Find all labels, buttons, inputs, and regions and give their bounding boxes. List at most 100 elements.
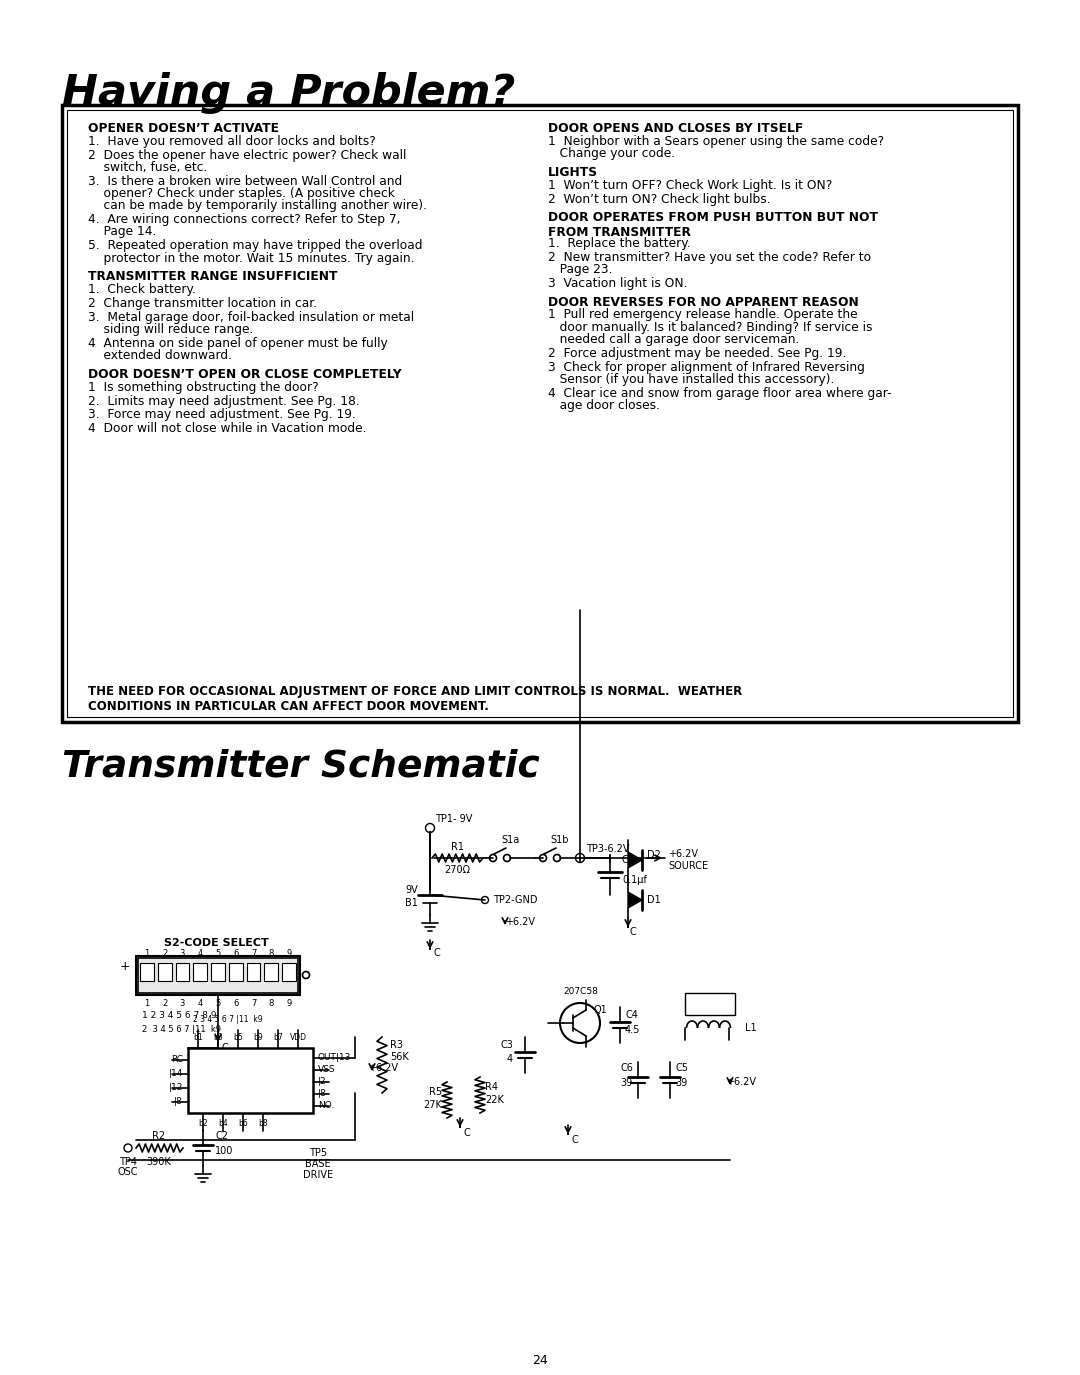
Text: C3: C3: [500, 1040, 513, 1050]
Text: b6: b6: [238, 1118, 248, 1128]
Text: 207C58: 207C58: [563, 986, 598, 996]
Text: TP5: TP5: [309, 1148, 327, 1158]
Text: R5: R5: [429, 1088, 442, 1097]
Text: 27K: 27K: [423, 1100, 442, 1110]
Text: L1: L1: [745, 1023, 757, 1033]
Text: 4: 4: [198, 998, 203, 1008]
Text: 6: 6: [233, 998, 239, 1008]
Text: 56K: 56K: [390, 1052, 408, 1062]
Text: LIGHTS: LIGHTS: [548, 166, 598, 179]
Text: 2  New transmitter? Have you set the code? Refer to: 2 New transmitter? Have you set the code…: [548, 250, 872, 264]
Text: 9: 9: [286, 949, 292, 957]
Text: +6.2V: +6.2V: [726, 1077, 756, 1088]
Text: 2  Change transmitter location in car.: 2 Change transmitter location in car.: [87, 297, 318, 309]
Text: S1b: S1b: [551, 835, 569, 846]
Bar: [229, 962, 243, 980]
Text: 7: 7: [251, 998, 256, 1008]
Text: b8: b8: [258, 1118, 268, 1128]
Text: 1  Pull red emergency release handle. Operate the: 1 Pull red emergency release handle. Ope…: [548, 308, 858, 322]
Text: 2  3 4 5 6 7 |11  k9: 2 3 4 5 6 7 |11 k9: [141, 1024, 221, 1034]
Text: VSS: VSS: [318, 1066, 336, 1074]
Text: 2 3 4 5 6 7 |11  k9: 2 3 4 5 6 7 |11 k9: [193, 1016, 262, 1024]
Text: 3.  Is there a broken wire between Wall Control and: 3. Is there a broken wire between Wall C…: [87, 175, 402, 188]
Text: 2: 2: [162, 949, 167, 957]
Text: |8: |8: [318, 1089, 327, 1099]
Text: BASE: BASE: [306, 1159, 330, 1169]
Text: |14: |14: [168, 1070, 183, 1078]
Text: +6.2V: +6.2V: [368, 1063, 399, 1072]
Bar: [282, 962, 296, 980]
Text: C5: C5: [675, 1063, 688, 1072]
Text: 3: 3: [179, 998, 185, 1008]
Text: DOOR OPENS AND CLOSES BY ITSELF: DOOR OPENS AND CLOSES BY ITSELF: [548, 122, 804, 135]
Text: protector in the motor. Wait 15 minutes. Try again.: protector in the motor. Wait 15 minutes.…: [87, 252, 415, 264]
Text: 4.5: 4.5: [625, 1024, 640, 1035]
Text: 9V: 9V: [405, 886, 418, 895]
Text: C: C: [463, 1128, 470, 1138]
Text: C1: C1: [622, 855, 635, 865]
Polygon shape: [627, 852, 642, 868]
Bar: [193, 962, 207, 980]
Text: VDD: VDD: [289, 1034, 307, 1042]
Text: NO.: NO.: [318, 1101, 334, 1111]
Text: 1  Is something obstructing the door?: 1 Is something obstructing the door?: [87, 381, 319, 393]
Text: Transmitter Schematic: Transmitter Schematic: [62, 748, 540, 784]
Text: DOOR OPERATES FROM PUSH BUTTON BUT NOT
FROM TRANSMITTER: DOOR OPERATES FROM PUSH BUTTON BUT NOT F…: [548, 212, 878, 239]
Text: 3  Vacation light is ON.: 3 Vacation light is ON.: [548, 276, 688, 290]
Text: 4  Clear ice and snow from garage floor area where gar-: 4 Clear ice and snow from garage floor a…: [548, 386, 892, 400]
Text: 2: 2: [162, 998, 167, 1008]
Text: Q1: Q1: [593, 1005, 607, 1015]
Text: 7: 7: [251, 949, 256, 957]
Text: door manually. Is it balanced? Binding? If service is: door manually. Is it balanced? Binding? …: [548, 320, 873, 334]
Text: Page 23.: Page 23.: [548, 263, 612, 276]
Text: 270Ω: 270Ω: [444, 865, 470, 874]
Text: 2  Won’t turn ON? Check light bulbs.: 2 Won’t turn ON? Check light bulbs.: [548, 193, 771, 205]
Text: can be made by temporarily installing another wire).: can be made by temporarily installing an…: [87, 199, 427, 212]
Text: 100: 100: [215, 1145, 233, 1156]
Text: C: C: [571, 1134, 578, 1145]
Text: +: +: [120, 960, 130, 972]
Text: 4  Antenna on side panel of opener must be fully: 4 Antenna on side panel of opener must b…: [87, 337, 388, 349]
Text: R4: R4: [485, 1082, 498, 1092]
Text: OPENER DOESN’T ACTIVATE: OPENER DOESN’T ACTIVATE: [87, 122, 279, 135]
Text: 24: 24: [532, 1353, 548, 1367]
Text: siding will reduce range.: siding will reduce range.: [87, 323, 254, 336]
Text: OSC: OSC: [118, 1167, 138, 1177]
Text: b7: b7: [273, 1034, 283, 1042]
Text: 5: 5: [215, 998, 220, 1008]
Text: Having a Problem?: Having a Problem?: [62, 72, 515, 114]
Text: S2-CODE SELECT: S2-CODE SELECT: [164, 938, 268, 947]
Text: DOOR REVERSES FOR NO APPARENT REASON: DOOR REVERSES FOR NO APPARENT REASON: [548, 296, 859, 308]
Text: 1  Won’t turn OFF? Check Work Light. Is it ON?: 1 Won’t turn OFF? Check Work Light. Is i…: [548, 179, 833, 191]
Text: 1.  Check battery.: 1. Check battery.: [87, 283, 195, 296]
Bar: [62, 104, 1018, 722]
Text: RC: RC: [171, 1056, 183, 1064]
Text: 4: 4: [198, 949, 203, 957]
Text: 390K: 390K: [147, 1156, 172, 1167]
Text: 9: 9: [286, 998, 292, 1008]
Text: switch, fuse, etc.: switch, fuse, etc.: [87, 161, 207, 173]
Text: 39: 39: [675, 1078, 687, 1088]
Text: 4.  Are wiring connections correct? Refer to Step 7,: 4. Are wiring connections correct? Refer…: [87, 213, 401, 226]
Text: b3: b3: [213, 1034, 222, 1042]
Text: b2: b2: [199, 1118, 207, 1128]
Text: |8: |8: [174, 1097, 183, 1107]
Text: 8: 8: [269, 998, 274, 1008]
Text: 4  Door will not close while in Vacation mode.: 4 Door will not close while in Vacation …: [87, 422, 366, 434]
Text: needed call a garage door serviceman.: needed call a garage door serviceman.: [548, 333, 799, 346]
Text: b1: b1: [193, 1034, 203, 1042]
Text: DOOR DOESN’T OPEN OR CLOSE COMPLETELY: DOOR DOESN’T OPEN OR CLOSE COMPLETELY: [87, 368, 402, 381]
Text: C: C: [433, 947, 440, 958]
Bar: [265, 962, 279, 980]
Text: 3.  Force may need adjustment. See Pg. 19.: 3. Force may need adjustment. See Pg. 19…: [87, 408, 356, 421]
Text: 4: 4: [507, 1055, 513, 1064]
Text: C6: C6: [620, 1063, 633, 1072]
Bar: [176, 962, 189, 980]
Text: 2  Does the opener have electric power? Check wall: 2 Does the opener have electric power? C…: [87, 148, 406, 162]
Bar: [67, 110, 1013, 716]
Text: 1.  Have you removed all door locks and bolts?: 1. Have you removed all door locks and b…: [87, 135, 376, 147]
Text: 6: 6: [233, 949, 239, 957]
Text: opener? Check under staples. (A positive check: opener? Check under staples. (A positive…: [87, 187, 395, 199]
Text: 39: 39: [621, 1078, 633, 1088]
Text: 2  Force adjustment may be needed. See Pg. 19.: 2 Force adjustment may be needed. See Pg…: [548, 346, 847, 360]
